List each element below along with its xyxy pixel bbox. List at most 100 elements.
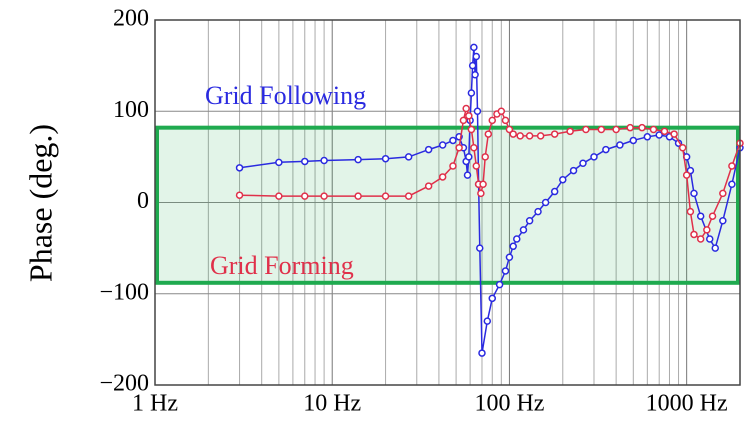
marker — [719, 217, 727, 225]
marker — [462, 104, 470, 113]
marker — [649, 125, 658, 134]
marker — [449, 162, 457, 170]
x-tick-label: 1000 Hz — [646, 391, 728, 417]
marker — [381, 192, 390, 200]
marker — [501, 267, 510, 275]
marker — [550, 187, 559, 196]
marker — [483, 317, 492, 325]
marker — [690, 230, 698, 239]
marker — [638, 123, 646, 132]
marker — [354, 155, 362, 164]
y-axis-label: Phase (deg.) — [22, 124, 58, 282]
marker — [643, 133, 652, 141]
marker — [478, 349, 486, 357]
marker — [301, 157, 309, 166]
marker — [424, 182, 433, 190]
marker — [708, 212, 717, 220]
marker — [275, 192, 283, 200]
marker — [728, 162, 736, 170]
marker — [484, 130, 493, 138]
marker — [616, 141, 624, 149]
marker — [550, 130, 559, 138]
marker — [467, 125, 476, 134]
marker — [590, 153, 598, 161]
marker — [626, 123, 634, 132]
highlight-band — [155, 125, 740, 285]
marker — [711, 244, 719, 252]
marker — [629, 136, 638, 145]
marker — [516, 132, 524, 140]
marker — [495, 280, 504, 289]
marker — [477, 189, 485, 198]
marker — [670, 130, 678, 138]
plot-frame — [154, 19, 741, 386]
marker — [476, 244, 484, 252]
marker — [467, 89, 476, 97]
marker — [404, 192, 413, 200]
marker — [655, 131, 663, 139]
marker — [525, 217, 534, 225]
x-tick-label: 1 Hz — [132, 391, 178, 417]
series-label: Grid Forming — [210, 251, 354, 280]
marker — [686, 207, 695, 216]
series-label: Grid Following — [205, 81, 366, 110]
marker — [455, 144, 463, 152]
marker — [678, 144, 687, 152]
x-tick-label: 10 Hz — [303, 391, 361, 417]
marker — [612, 125, 620, 134]
x-tick-label: 100 Hz — [474, 391, 544, 417]
marker — [519, 226, 528, 234]
marker — [536, 132, 545, 140]
marker — [463, 171, 472, 179]
marker — [501, 116, 510, 125]
marker — [488, 294, 497, 303]
marker — [597, 125, 606, 134]
marker — [728, 180, 736, 188]
marker — [660, 127, 669, 136]
marker — [505, 253, 514, 261]
marker — [488, 116, 497, 125]
y-tick-label: 200 — [113, 6, 149, 32]
marker — [481, 153, 489, 161]
y-tick-label: 0 — [137, 188, 149, 214]
marker — [579, 159, 587, 168]
marker — [275, 158, 283, 167]
marker — [470, 144, 478, 152]
marker — [719, 189, 727, 198]
marker — [473, 107, 482, 115]
marker — [696, 235, 705, 243]
marker — [472, 162, 481, 170]
marker — [509, 242, 517, 251]
marker — [479, 180, 487, 188]
marker — [438, 173, 447, 181]
marker — [541, 198, 550, 207]
marker — [559, 175, 567, 184]
marker — [381, 154, 390, 163]
marker — [690, 189, 698, 198]
marker — [509, 130, 517, 138]
marker — [404, 153, 413, 161]
marker — [438, 141, 447, 149]
marker — [468, 61, 477, 70]
marker — [472, 52, 481, 61]
marker — [320, 156, 328, 165]
marker — [602, 145, 610, 154]
marker — [513, 235, 521, 243]
marker — [354, 192, 362, 200]
marker — [696, 212, 705, 220]
marker — [235, 191, 244, 199]
marker — [566, 127, 574, 136]
marker — [703, 226, 711, 234]
marker — [449, 136, 457, 145]
marker — [569, 166, 578, 175]
marker — [505, 125, 514, 134]
y-tick-label: 100 — [113, 97, 149, 123]
marker — [471, 71, 479, 79]
y-tick-label: −200 — [99, 371, 149, 397]
y-tick-label: −100 — [99, 279, 149, 305]
marker — [470, 43, 478, 52]
marker — [582, 125, 590, 134]
marker — [301, 192, 309, 200]
marker — [705, 235, 714, 243]
